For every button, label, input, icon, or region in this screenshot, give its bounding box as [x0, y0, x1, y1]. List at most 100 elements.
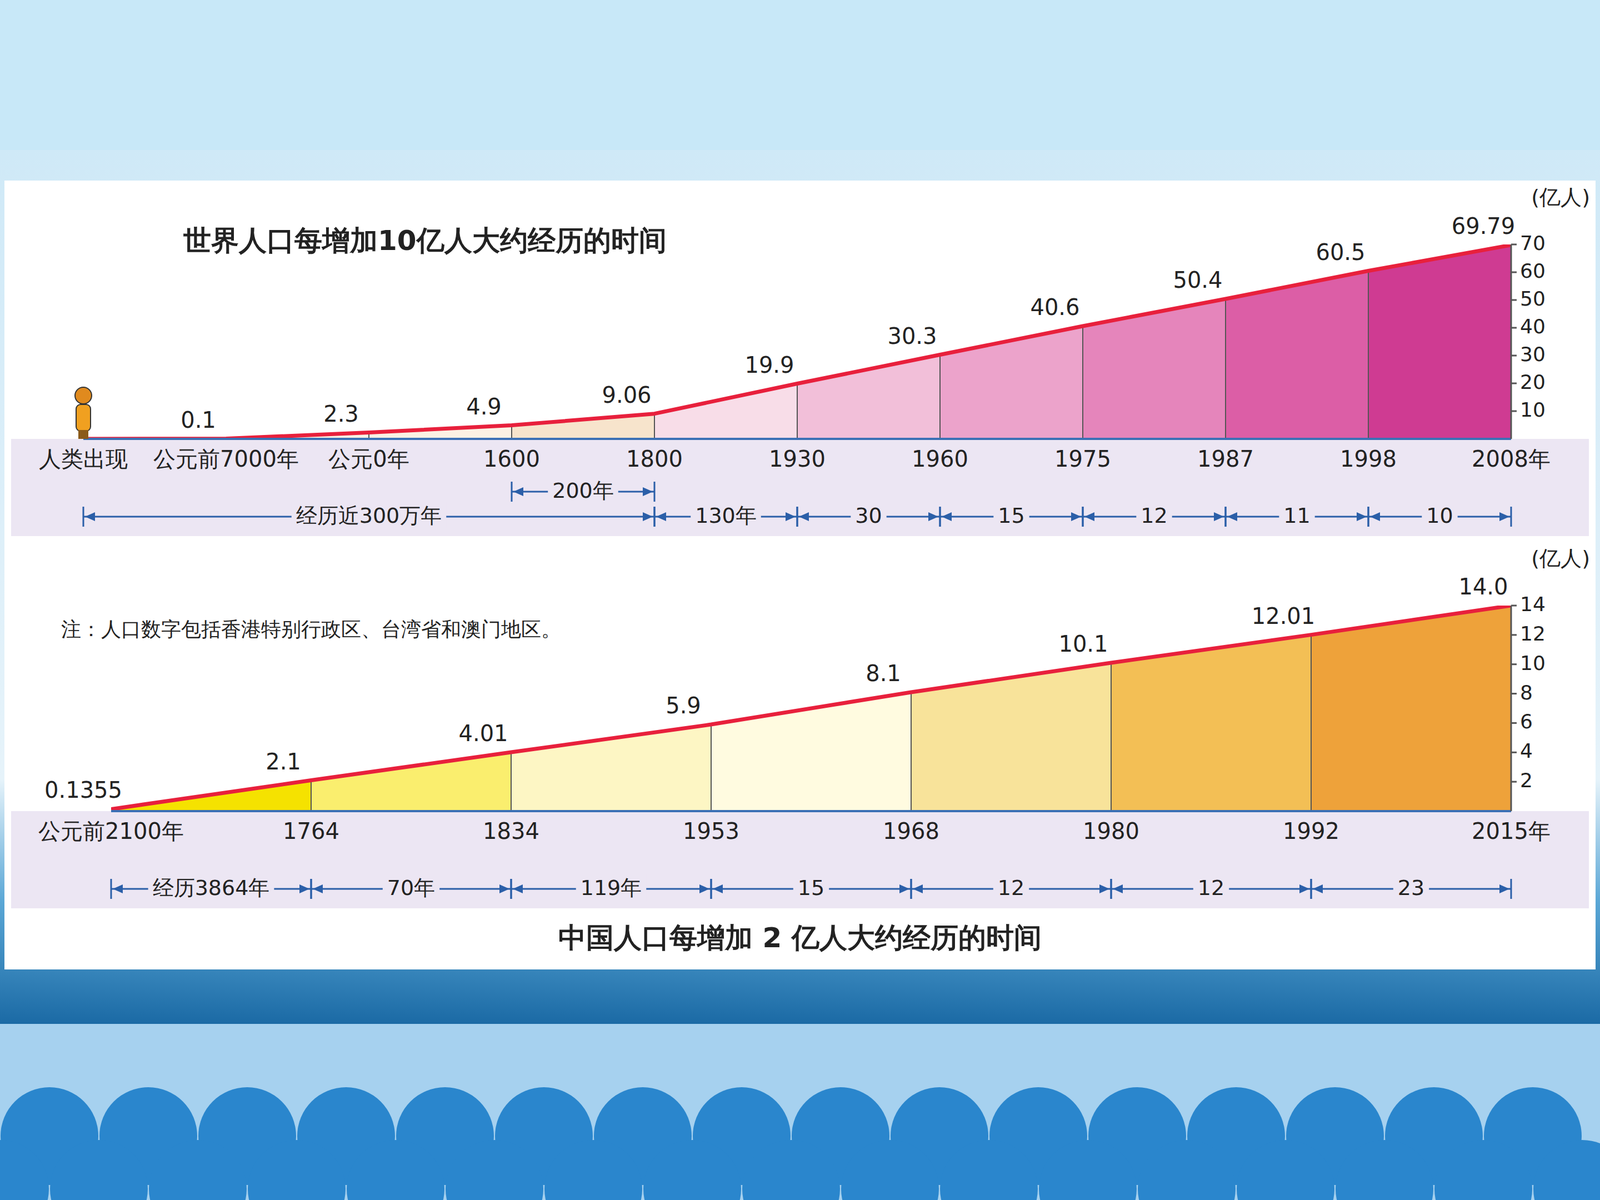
- note: 注：人口数字包括香港特别行政区、台湾省和澳门地区。: [61, 617, 562, 641]
- y-tick-label: 10: [1520, 651, 1546, 675]
- y-tick: [1511, 633, 1517, 636]
- drop-line: [511, 425, 513, 440]
- x-tick-label: 1975: [1054, 446, 1112, 472]
- drop-line: [653, 413, 655, 439]
- interval-arrow: [1099, 884, 1110, 894]
- interval-arrow: [699, 884, 710, 894]
- interval-end: [796, 506, 799, 527]
- data-label: 4.9: [466, 393, 502, 420]
- y-tick: [1511, 271, 1517, 274]
- population-line: [83, 245, 1512, 439]
- interval-end: [510, 878, 513, 899]
- y-tick: [1511, 299, 1517, 302]
- y-tick: [1511, 722, 1517, 724]
- interval-end: [510, 878, 513, 899]
- person-head: [75, 387, 92, 404]
- interval-arrow: [1370, 512, 1380, 522]
- interval: 经历3864年: [111, 874, 312, 902]
- interval-arrow: [85, 512, 95, 522]
- interval-label: 200年: [552, 478, 614, 503]
- scallop: [346, 1140, 445, 1200]
- label-patch: [993, 502, 1029, 529]
- y-tick-label: 8: [1520, 681, 1533, 704]
- interval-arrow: [1356, 512, 1367, 522]
- x-axis: [111, 810, 1512, 813]
- interval-end: [1225, 506, 1227, 527]
- interval-label: 经历3864年: [152, 875, 270, 900]
- interval-label: 经历近300万年: [296, 503, 443, 528]
- x-tick-label: 公元前7000年: [153, 446, 299, 472]
- page: {"chart_data": [ {"type": "area", "title…: [0, 0, 1600, 1200]
- person-icon: [75, 387, 92, 439]
- x-tick-label: 2008年: [1471, 446, 1551, 472]
- x-tick-label: 1930: [768, 446, 826, 472]
- y-axis-title: (亿人): [1531, 185, 1590, 210]
- data-label: 9.06: [601, 382, 652, 408]
- scallop: [643, 1140, 742, 1200]
- interval-arrow: [656, 512, 667, 522]
- interval-arrow: [499, 884, 510, 894]
- drop-line: [796, 383, 798, 440]
- area-segment: [1368, 245, 1512, 439]
- interval-label: 12: [997, 875, 1025, 900]
- data-label: 14.0: [1458, 573, 1508, 600]
- area-segment: [1082, 298, 1226, 439]
- scallop: [247, 1140, 346, 1200]
- x-tick-label: 2015年: [1471, 818, 1551, 844]
- interval-arrow: [1299, 884, 1310, 894]
- y-tick: [1511, 243, 1517, 246]
- data-label: 12.01: [1251, 603, 1316, 629]
- interval: 200年: [511, 477, 655, 504]
- interval: 10: [1368, 502, 1512, 529]
- interval-arrow: [112, 884, 123, 894]
- interval-arrow: [785, 512, 796, 522]
- label-patch: [690, 502, 762, 529]
- data-label: 0.1355: [44, 777, 123, 803]
- interval: 15: [940, 502, 1083, 529]
- axis-band: [11, 811, 1589, 909]
- person-body: [76, 404, 91, 432]
- x-tick-label: 1953: [682, 818, 740, 844]
- interval-label: 11: [1283, 503, 1310, 528]
- interval-end: [1367, 506, 1370, 527]
- interval-arrow: [928, 512, 939, 522]
- interval-end: [1082, 506, 1084, 527]
- area-segment: [1111, 635, 1312, 812]
- interval-end: [710, 878, 713, 899]
- interval-arrow: [1071, 512, 1082, 522]
- drop-line: [939, 355, 941, 440]
- interval-label: 15: [797, 875, 825, 900]
- interval-end: [796, 506, 799, 527]
- area-segment: [654, 383, 798, 440]
- interval-arrow: [1213, 512, 1224, 522]
- label-patch: [793, 874, 829, 902]
- x-tick-label: 1600: [483, 446, 540, 472]
- scallop: [742, 1140, 840, 1200]
- interval: 11: [1225, 502, 1369, 529]
- interval-label: 70年: [387, 875, 435, 900]
- interval-end: [1225, 506, 1227, 527]
- data-label: 2.3: [323, 401, 359, 427]
- interval-arrow: [941, 512, 952, 522]
- chart: 2468101214(亿人)0.13552.14.015.98.110.112.…: [11, 546, 1590, 954]
- interval: 70年: [311, 874, 512, 902]
- data-label: 0.1: [180, 407, 217, 433]
- y-tick-label: 6: [1520, 710, 1533, 733]
- interval-arrow: [299, 884, 310, 894]
- y-tick-label: 14: [1520, 592, 1546, 616]
- y-tick: [1511, 327, 1517, 329]
- scallop: [50, 1140, 148, 1200]
- interval: 119年: [511, 874, 712, 902]
- x-tick-label: 公元前2100年: [38, 818, 184, 844]
- interval-end: [939, 506, 942, 527]
- interval-end: [1110, 878, 1113, 899]
- interval-end: [910, 878, 913, 899]
- interval-label: 119年: [580, 875, 643, 900]
- drop-line: [1110, 662, 1112, 812]
- picture-panel: [4, 180, 1596, 970]
- interval-label: 12: [1197, 875, 1225, 900]
- area-segment: [940, 326, 1083, 439]
- drop-line: [1225, 298, 1227, 439]
- data-label: 2.1: [265, 748, 302, 775]
- y-tick: [1511, 751, 1517, 754]
